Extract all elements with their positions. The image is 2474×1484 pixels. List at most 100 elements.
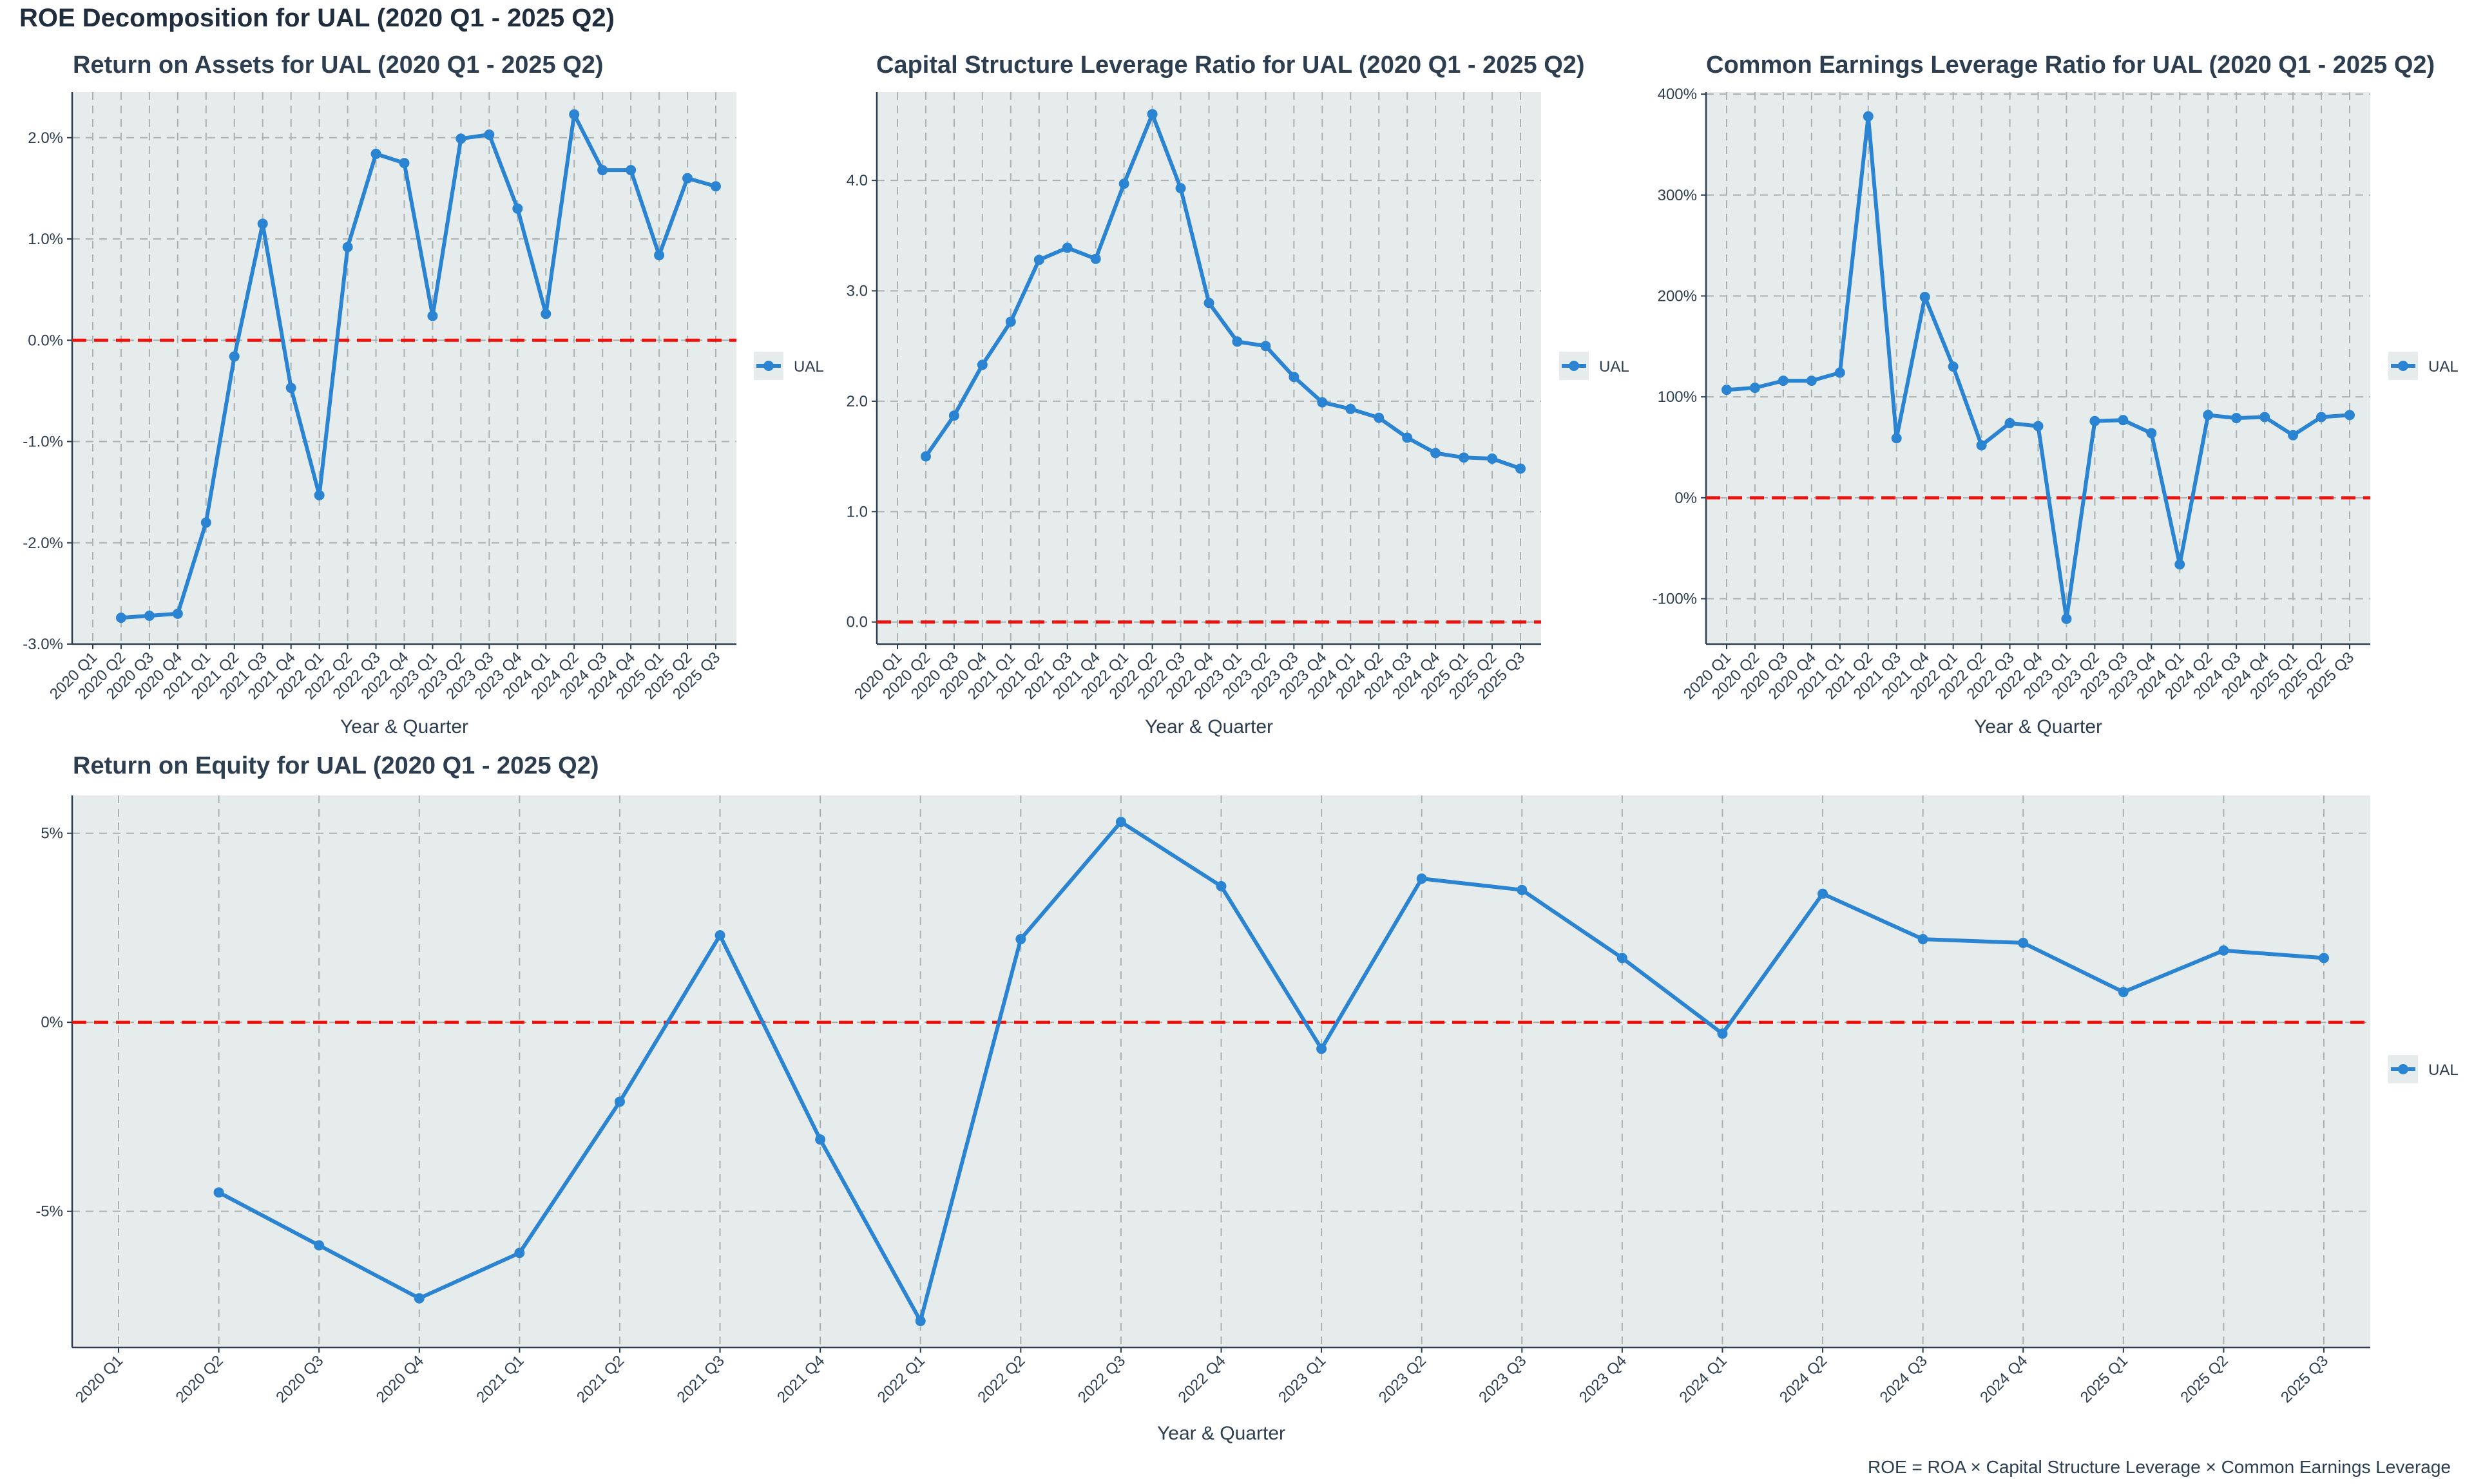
csl-legend-marker — [1569, 361, 1579, 371]
csl-data-point — [1317, 397, 1328, 408]
csl-data-point — [1203, 298, 1214, 309]
cel-y-tick-label: 300% — [1658, 187, 1697, 204]
roe-data-point — [1216, 880, 1227, 891]
cel-y-tick-label: 200% — [1658, 287, 1697, 305]
roe-x-tick-label: 2024 Q3 — [1877, 1352, 1931, 1406]
csl-data-point — [1459, 452, 1470, 463]
cel-data-point — [1891, 433, 1902, 444]
roe-x-axis-title: Year & Quarter — [1157, 1423, 1285, 1444]
cel-data-point — [1749, 383, 1760, 394]
roa-data-point — [200, 517, 211, 528]
csl-data-point — [1232, 336, 1243, 347]
roe-data-point — [1717, 1028, 1728, 1039]
roe-series-line — [216, 820, 2326, 1323]
roa-series-line — [119, 112, 718, 620]
roe-x-tick-label: 2021 Q1 — [473, 1352, 527, 1406]
csl-legend-label: UAL — [1599, 358, 1629, 376]
csl-data-point — [1402, 432, 1413, 443]
roe-data-point — [714, 930, 725, 941]
cel-x-axis-title: Year & Quarter — [1974, 716, 2102, 737]
roe-data-point — [614, 1096, 625, 1107]
roe-data-point — [1115, 817, 1126, 828]
roe-x-tick-label: 2023 Q3 — [1475, 1352, 1529, 1406]
cel-data-point — [1778, 376, 1788, 386]
roe-data-point — [2319, 953, 2329, 964]
roa-legend-label: UAL — [794, 358, 824, 376]
roa-y-tick-label: 0.0% — [28, 332, 63, 349]
cel-y-tick-label: 0% — [1674, 490, 1697, 507]
roa-chart-title: Return on Assets for UAL (2020 Q1 - 2025… — [73, 52, 604, 79]
page-title: ROE Decomposition for UAL (2020 Q1 - 202… — [19, 4, 615, 32]
roe-x-tick-label: 2024 Q4 — [1977, 1352, 2031, 1406]
csl-chart-title: Capital Structure Leverage Ratio for UAL… — [876, 52, 1585, 79]
csl-y-tick-label: 3.0 — [847, 283, 868, 300]
roa-data-point — [314, 490, 325, 500]
csl-y-tick-label: 4.0 — [847, 172, 868, 189]
roe-data-point — [815, 1134, 826, 1145]
formula-footnote: ROE = ROA × Capital Structure Leverage ×… — [1867, 1457, 2451, 1477]
roe-data-point — [514, 1248, 525, 1259]
roa-data-point — [257, 218, 268, 229]
roa-x-axis-title: Year & Quarter — [340, 716, 468, 737]
cel-data-point — [2061, 613, 2072, 624]
roa-data-point — [342, 242, 353, 252]
roe-data-point — [414, 1293, 425, 1304]
roe-x-tick-label: 2021 Q2 — [573, 1352, 628, 1406]
csl-y-tick-label: 1.0 — [847, 503, 868, 520]
roa-y-tick-label: 2.0% — [28, 129, 63, 147]
roe-x-tick-label: 2021 Q4 — [774, 1352, 828, 1406]
cel-data-point — [2089, 415, 2100, 426]
csl-data-point — [1515, 463, 1526, 474]
roa-data-point — [682, 173, 693, 184]
cel-y-tick-label: 400% — [1658, 86, 1697, 103]
cel-data-point — [2203, 410, 2214, 421]
roe-x-tick-label: 2025 Q3 — [2277, 1352, 2332, 1406]
csl-series-line — [924, 112, 1522, 471]
roa-data-point — [115, 613, 126, 623]
roe-data-point — [314, 1240, 325, 1251]
roe-data-point — [2018, 937, 2029, 948]
cel-data-point — [2231, 413, 2242, 424]
csl-data-point — [977, 359, 988, 370]
roe-x-tick-label: 2023 Q2 — [1376, 1352, 1430, 1406]
cel-legend-label: UAL — [2428, 358, 2459, 376]
roe-x-tick-label: 2020 Q2 — [173, 1352, 227, 1406]
roa-data-point — [512, 203, 523, 214]
roa-data-point — [569, 109, 580, 120]
csl-data-point — [948, 410, 959, 421]
roe-x-tick-label: 2025 Q2 — [2177, 1352, 2231, 1406]
roa-y-tick-label: -1.0% — [23, 433, 63, 451]
cel-data-point — [2174, 559, 2185, 570]
cel-data-point — [1863, 111, 1874, 122]
cel-data-point — [2118, 415, 2129, 426]
csl-y-tick-label: 2.0 — [847, 393, 868, 410]
roe-data-point — [2118, 987, 2129, 998]
csl-data-point — [1345, 403, 1356, 414]
roa-legend-marker — [763, 361, 774, 371]
csl-data-point — [1090, 253, 1101, 264]
csl-data-point — [1175, 183, 1186, 194]
roe-data-point — [2218, 945, 2229, 956]
roa-data-point — [399, 158, 410, 169]
roa-y-tick-label: 1.0% — [28, 231, 63, 248]
csl-data-point — [1062, 242, 1073, 253]
roe-x-tick-label: 2024 Q2 — [1776, 1352, 1830, 1406]
csl-data-point — [1118, 178, 1129, 189]
csl-data-point — [920, 451, 931, 462]
csl-data-point — [1487, 453, 1498, 464]
cel-data-point — [1919, 292, 1930, 303]
roe-chart-title: Return on Equity for UAL (2020 Q1 - 2025… — [73, 752, 599, 779]
roe-data-point — [1616, 953, 1627, 964]
roa-data-point — [285, 383, 296, 394]
roe-data-point — [1015, 934, 1026, 945]
csl-data-point — [1260, 341, 1271, 352]
cel-data-point — [2316, 412, 2327, 423]
cel-y-tick-label: -100% — [1653, 590, 1697, 607]
cel-chart-title: Common Earnings Leverage Ratio for UAL (… — [1706, 52, 2435, 79]
roe-y-tick-label: -5% — [35, 1203, 63, 1221]
csl-data-point — [1005, 316, 1016, 327]
roe-y-tick-label: 0% — [41, 1014, 63, 1031]
cel-data-point — [1834, 367, 1845, 378]
